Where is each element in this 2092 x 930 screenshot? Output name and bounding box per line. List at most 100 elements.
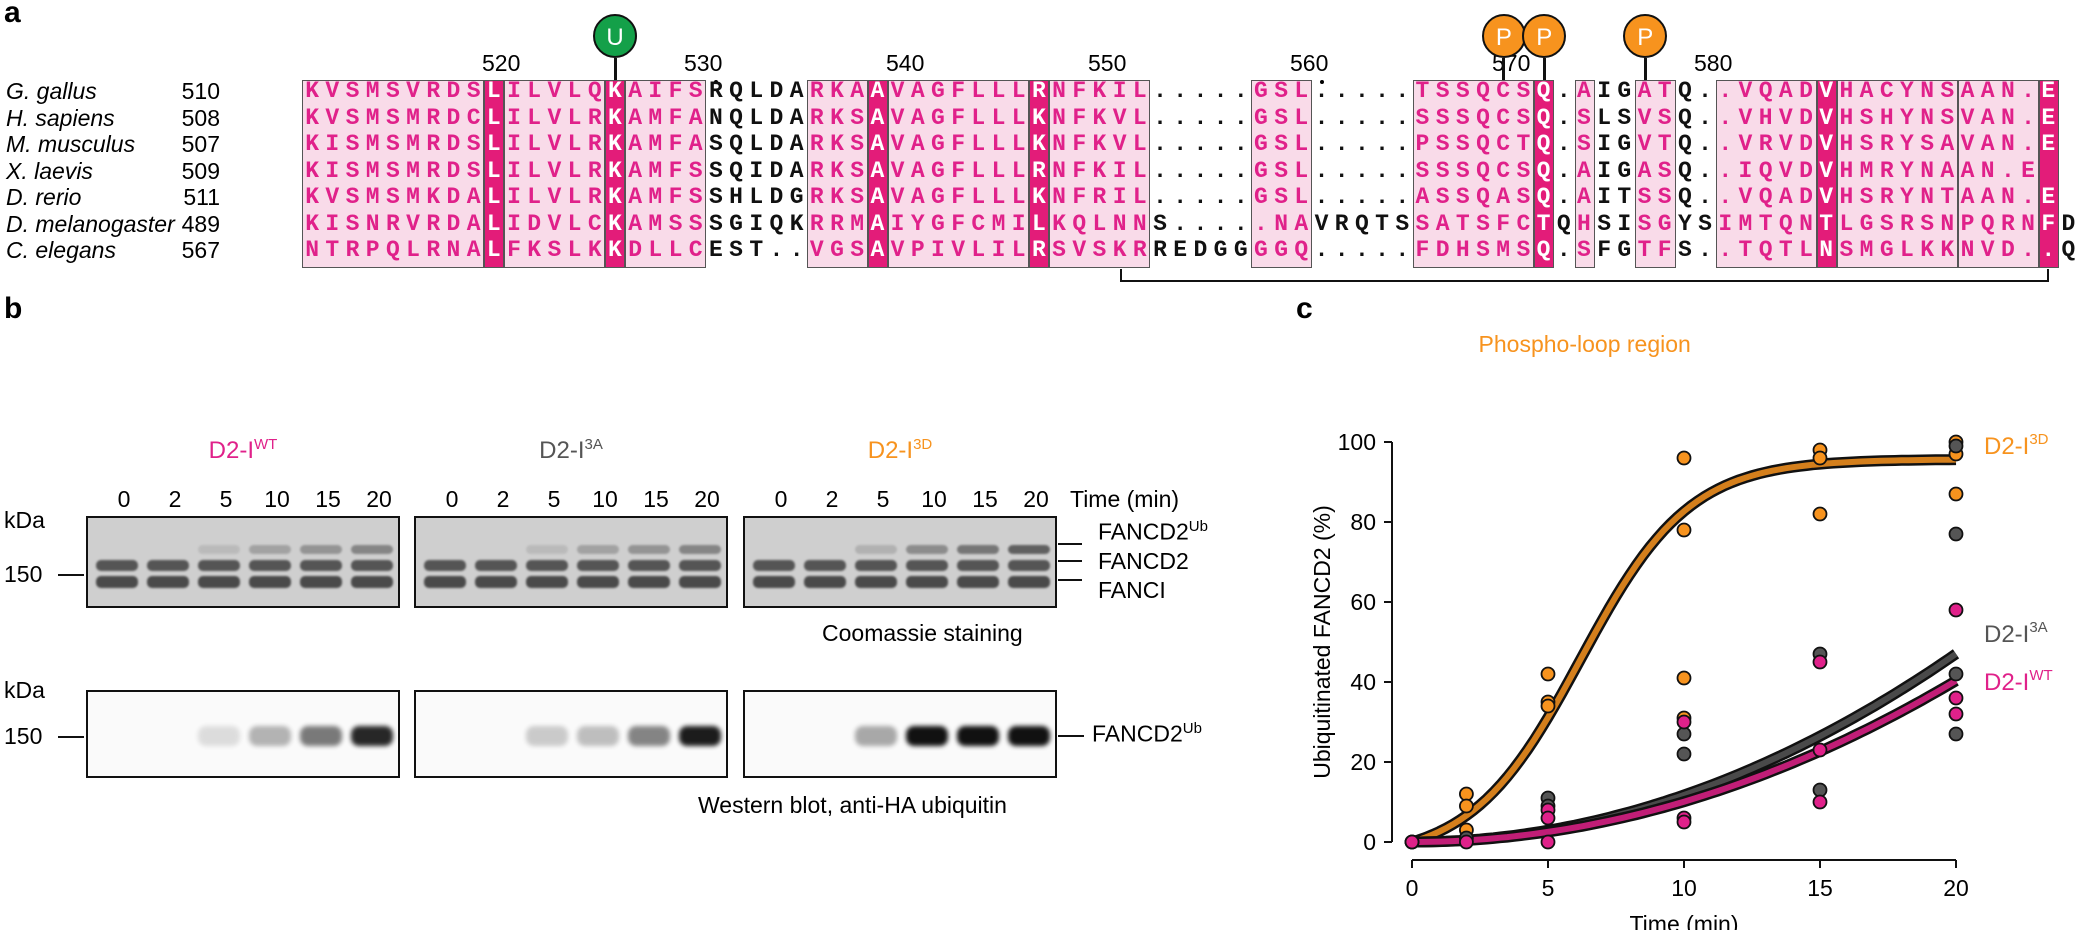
residue: Q xyxy=(1556,210,1571,237)
residue: R xyxy=(587,184,602,210)
residue: N xyxy=(1052,184,1066,210)
residue: K xyxy=(1092,157,1107,184)
residue: S xyxy=(1617,104,1632,131)
series-label-sup: WT xyxy=(2029,667,2052,684)
residue: G xyxy=(1233,237,1248,263)
fancd2-band xyxy=(300,560,342,571)
residue: V xyxy=(406,78,420,104)
residue: . xyxy=(1213,157,1228,184)
series-label-base: D2-I xyxy=(1984,433,2029,460)
residue: S xyxy=(1698,210,1712,237)
residue: H xyxy=(1577,210,1591,237)
residue: Q xyxy=(385,237,400,263)
residue: F xyxy=(668,131,683,157)
residue: Q xyxy=(1476,104,1490,131)
residue: N xyxy=(1819,237,1834,263)
fancd2ub-band xyxy=(679,545,721,554)
residue: K xyxy=(830,104,844,131)
residue: Q xyxy=(1536,184,1551,210)
residue: L xyxy=(1294,104,1309,131)
timepoint-label: 0 xyxy=(117,486,131,512)
residue: I xyxy=(507,184,521,210)
residue: K xyxy=(305,78,319,104)
residue: . xyxy=(1556,131,1571,157)
residue: A xyxy=(1859,78,1874,104)
sequence-start: 489 xyxy=(181,210,220,237)
residue: S xyxy=(1476,210,1490,237)
residue: N xyxy=(1052,78,1066,104)
timepoint-label: 10 xyxy=(264,486,290,512)
residue: I xyxy=(1112,78,1127,104)
residue: T xyxy=(1516,131,1531,157)
residue: S xyxy=(1657,157,1672,184)
residue: A xyxy=(910,131,925,157)
residue: S xyxy=(1677,237,1692,263)
residue: . xyxy=(1718,131,1733,157)
residue: K xyxy=(608,210,622,237)
residue: L xyxy=(991,104,1006,131)
conservation-block xyxy=(887,80,1030,268)
fancd2-band xyxy=(753,560,795,571)
y-tick-label: 40 xyxy=(1350,669,1376,695)
residue: D xyxy=(769,157,784,184)
residue: M xyxy=(365,184,380,210)
residue: Q xyxy=(1536,237,1551,263)
residue: K xyxy=(527,237,542,263)
residue: S xyxy=(466,157,481,184)
band-label: FANCD2 xyxy=(1098,548,1189,574)
residue: N xyxy=(1052,104,1066,131)
residue: S xyxy=(1435,157,1450,184)
residue: V xyxy=(325,104,340,131)
residue: Q xyxy=(769,210,784,237)
residue: T xyxy=(1455,210,1470,237)
residue: L xyxy=(749,184,764,210)
residue: . xyxy=(1375,131,1389,157)
residue: N xyxy=(305,237,319,263)
data-point xyxy=(1540,698,1556,714)
residue: R xyxy=(830,210,844,237)
ruler-number: 540 xyxy=(886,50,925,76)
residue: E xyxy=(2021,157,2035,184)
residue: H xyxy=(1758,104,1773,131)
residue: A xyxy=(870,184,885,210)
residue: S xyxy=(1839,237,1854,263)
residue: N xyxy=(1799,210,1813,237)
condition-title: D2-I3D xyxy=(867,436,933,464)
residue: . xyxy=(2021,131,2035,157)
residue: . xyxy=(1375,104,1389,131)
fancd2ub-band xyxy=(957,545,999,554)
timepoint-label: 20 xyxy=(1023,486,1049,512)
residue: D xyxy=(1799,184,1813,210)
residue: S xyxy=(1455,131,1470,157)
residue: A xyxy=(688,104,703,131)
residue: F xyxy=(668,78,683,104)
residue: S xyxy=(1859,184,1874,210)
fancd2ub-band xyxy=(628,545,670,554)
series-label-base: D2-I xyxy=(1984,669,2029,696)
residue: A xyxy=(1496,184,1511,210)
residue: S xyxy=(688,210,703,237)
residue: L xyxy=(1132,104,1147,131)
residue: Q xyxy=(1677,78,1692,104)
residue: D xyxy=(1799,104,1813,131)
residue: I xyxy=(507,131,521,157)
superscript: 3D xyxy=(913,436,933,453)
residue: M xyxy=(406,104,420,131)
residue: R xyxy=(1334,210,1349,237)
residue: . xyxy=(1173,78,1188,104)
data-point xyxy=(1948,486,1964,502)
residue: C xyxy=(1496,131,1511,157)
fanci-band xyxy=(957,576,999,588)
residue: . xyxy=(1233,131,1248,157)
residue: G xyxy=(931,157,945,184)
residue: V xyxy=(547,131,562,157)
residue: L xyxy=(567,210,582,237)
data-point xyxy=(1812,742,1828,758)
residue: P xyxy=(1960,210,1975,237)
residue: G xyxy=(1879,237,1894,263)
residue: V xyxy=(1980,237,1995,263)
residue: L xyxy=(991,184,1006,210)
residue: V xyxy=(1314,210,1329,237)
y-axis-label: Ubiquitinated FANCD2 (%) xyxy=(1309,505,1335,779)
